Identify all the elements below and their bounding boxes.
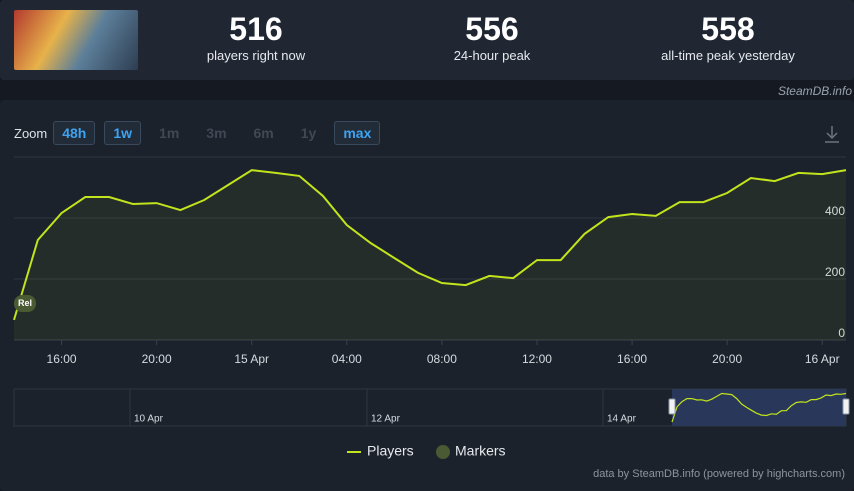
x-tick-label: 15 Apr <box>234 352 269 366</box>
legend-label: Players <box>367 443 414 459</box>
stat: 556 24-hour peak <box>392 10 592 63</box>
x-tick-label: 16 Apr <box>805 352 840 366</box>
x-tick-label: 20:00 <box>142 352 172 366</box>
navigator-handle[interactable] <box>668 398 676 415</box>
navigator-label: 14 Apr <box>607 414 637 425</box>
stat: 516 players right now <box>156 10 356 63</box>
zoom-button[interactable]: 3m <box>206 125 227 141</box>
stat-value: 556 <box>465 11 519 47</box>
x-tick-label: 16:00 <box>617 352 647 366</box>
stat-value: 558 <box>701 11 755 47</box>
zoom-button[interactable]: max <box>334 121 381 145</box>
line <box>13 169 847 321</box>
x-tick-label: 12:00 <box>522 352 552 366</box>
navigator-label: 12 Apr <box>371 414 401 425</box>
navigator-handle[interactable] <box>842 398 850 415</box>
stat-label: 24-hour peak <box>453 48 531 63</box>
zoom-button[interactable]: 1m <box>159 125 180 141</box>
download-icon[interactable] <box>825 126 839 143</box>
legend-symbol <box>436 445 450 459</box>
navigator-line <box>671 392 847 423</box>
stat-label: players right now <box>206 48 306 63</box>
source: SteamDB.info <box>777 84 852 98</box>
game-thumbnail <box>14 10 138 70</box>
zoom-bar: Zoom 48h 1w 1m 3m 6m 1y max <box>14 121 389 145</box>
x-tick-label: 16:00 <box>47 352 77 366</box>
credits: data by SteamDB.info (powered by highcha… <box>593 468 845 480</box>
stat-label: all-time peak yesterday <box>661 48 795 63</box>
marker-label: Rel <box>18 298 32 308</box>
stat-value: 516 <box>229 11 283 47</box>
navigator-selection <box>672 389 846 426</box>
y-tick-label: 0 <box>838 326 845 340</box>
zoom-button[interactable]: 1w <box>104 121 142 145</box>
stat: 558 all-time peak yesterday <box>628 10 828 63</box>
zoom-button[interactable]: 48h <box>53 121 96 145</box>
area <box>14 170 846 340</box>
x-tick-label: 20:00 <box>712 352 742 366</box>
legend-label: Markers <box>455 443 506 459</box>
y-tick-label: 400 <box>825 204 845 218</box>
navigator-label: 10 Apr <box>134 414 164 425</box>
zoom-button[interactable]: 1y <box>300 125 317 141</box>
zoom-label: Zoom <box>14 125 48 141</box>
marker <box>14 295 36 312</box>
x-tick-label: 08:00 <box>427 352 457 366</box>
zoom-button[interactable]: 6m <box>253 125 274 141</box>
y-tick-label: 200 <box>825 265 845 279</box>
header: 516 players right now 556 24-hour peak 558… <box>0 0 854 80</box>
x-tick-label: 04:00 <box>332 352 362 366</box>
